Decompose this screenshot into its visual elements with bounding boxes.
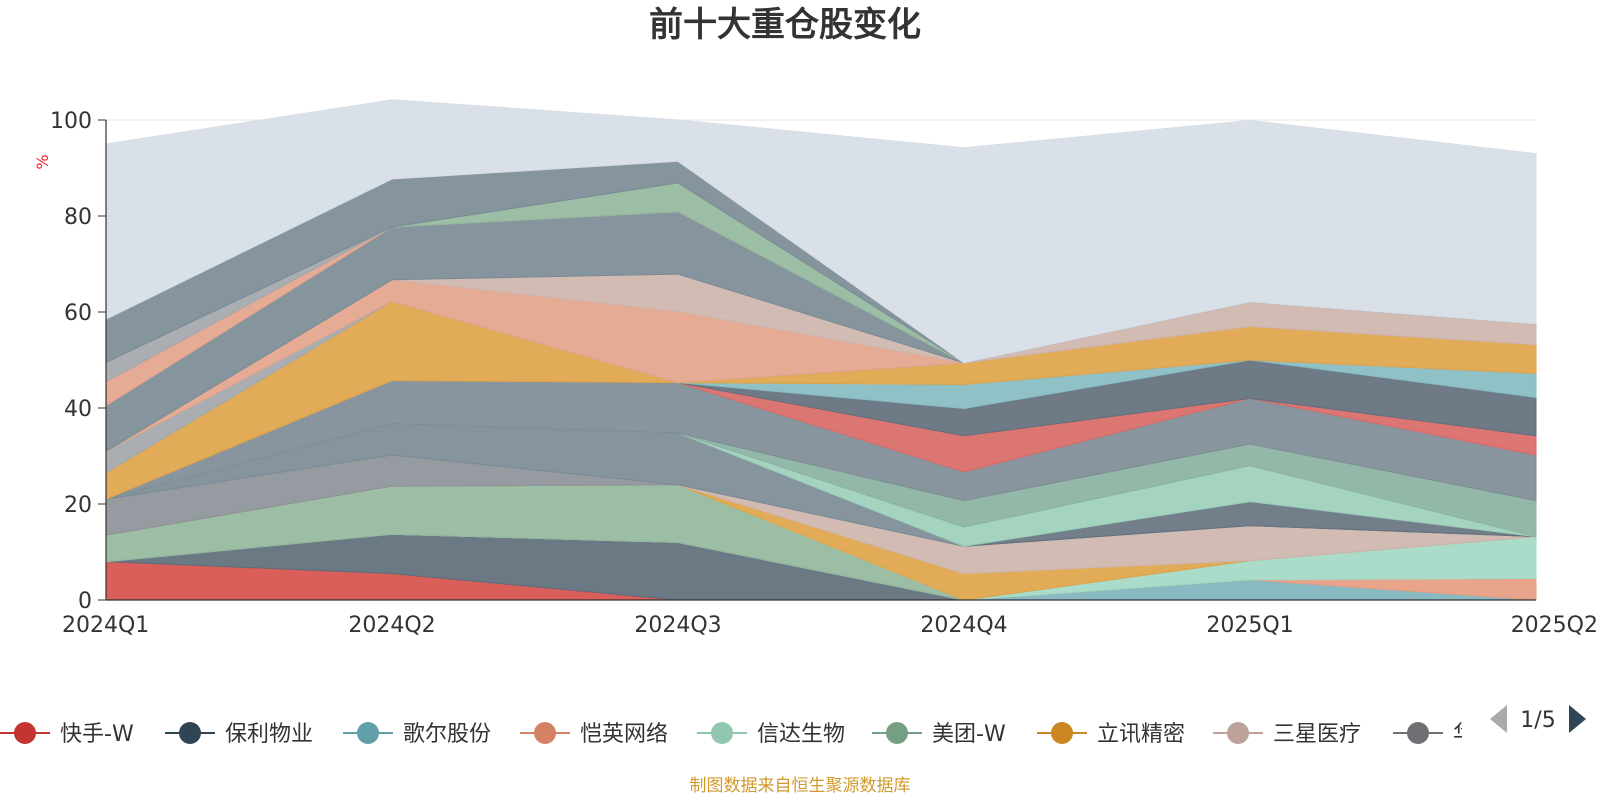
axes <box>98 119 1536 601</box>
legend-marker-icon <box>1407 722 1429 744</box>
legend-label: 快手-W <box>60 722 134 747</box>
legend-marker-icon <box>179 722 201 744</box>
source-footer: 制图数据来自恒生聚源数据库 <box>690 776 911 796</box>
legend-pager: 1/5 <box>1490 705 1586 733</box>
legend-label: 三星医疗 <box>1273 722 1361 747</box>
legend-marker-icon <box>1051 722 1073 744</box>
chart-title: 前十大重仓股变化 <box>649 5 921 45</box>
legend-next-icon[interactable] <box>1569 705 1586 733</box>
legend-item[interactable]: 三星医疗 <box>1213 722 1361 747</box>
stacked-areas <box>105 99 1537 601</box>
legend-label: 美团-W <box>932 722 1006 747</box>
y-tick-label: 40 <box>64 397 92 422</box>
legend-prev-icon[interactable] <box>1490 705 1507 733</box>
legend-item[interactable]: 快手-W <box>0 722 134 747</box>
x-tick-label: 2024Q1 <box>62 613 149 638</box>
legend-item[interactable]: 信达生物 <box>697 722 845 747</box>
x-tick-labels: 2024Q1 2024Q2 2024Q3 2024Q4 2025Q1 2025Q2 <box>62 613 1598 638</box>
x-tick-label: 2025Q1 <box>1206 613 1293 638</box>
x-tick-label: 2024Q2 <box>348 613 435 638</box>
y-tick-label: 100 <box>50 109 92 134</box>
legend-label: 信达生物 <box>757 722 845 747</box>
area-series-27 <box>105 99 1537 364</box>
legend-label: 华 <box>1453 722 1475 747</box>
y-tick-labels: 0 20 40 60 80 100 <box>50 109 92 614</box>
legend-marker-icon <box>886 722 908 744</box>
legend-item[interactable]: 立讯精密 <box>1037 722 1185 747</box>
legend-marker-icon <box>357 722 379 744</box>
x-tick-label: 2024Q4 <box>920 613 1007 638</box>
legend-marker-icon <box>14 722 36 744</box>
legend-label: 歌尔股份 <box>403 722 491 747</box>
legend-marker-icon <box>534 722 556 744</box>
legend: 快手-W 保利物业 歌尔股份 恺英网络 信达生物 美团-W 立讯精密 三星医疗 华 <box>0 722 1475 747</box>
legend-marker-icon <box>1227 722 1249 744</box>
legend-label: 恺英网络 <box>580 722 668 747</box>
legend-item[interactable]: 歌尔股份 <box>343 722 491 747</box>
x-tick-label: 2025Q2 <box>1511 613 1598 638</box>
legend-label: 立讯精密 <box>1097 722 1185 747</box>
y-tick-label: 0 <box>78 589 92 614</box>
legend-item[interactable]: 华 <box>1393 722 1475 747</box>
legend-marker-icon <box>711 722 733 744</box>
legend-item[interactable]: 美团-W <box>872 722 1006 747</box>
legend-page-indicator: 1/5 <box>1520 708 1555 733</box>
y-tick-label: 80 <box>64 205 92 230</box>
y-tick-label: 20 <box>64 493 92 518</box>
y-axis-unit: % <box>33 154 52 169</box>
legend-item[interactable]: 保利物业 <box>165 722 313 747</box>
legend-label: 保利物业 <box>225 722 313 747</box>
legend-item[interactable]: 恺英网络 <box>520 722 668 747</box>
y-tick-label: 60 <box>64 301 92 326</box>
x-tick-label: 2024Q3 <box>634 613 721 638</box>
